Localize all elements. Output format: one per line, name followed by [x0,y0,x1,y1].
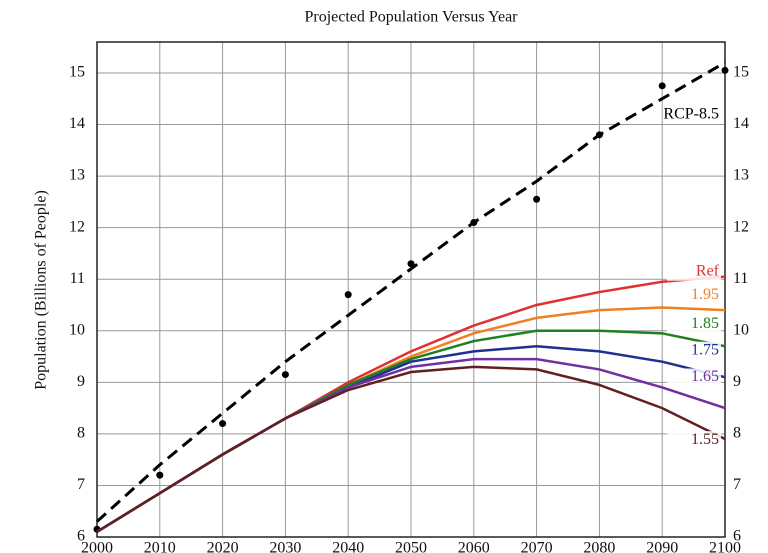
x-tick-label: 2090 [646,540,678,553]
y-tick-label-right: 7 [733,476,741,493]
series-line [95,61,726,523]
chart-title: Projected Population Versus Year [304,9,518,26]
series-label-bg [667,431,721,450]
x-tick-label: 2010 [144,540,176,553]
y-tick-label-right: 12 [733,218,749,235]
data-point [281,371,289,379]
x-tick-label: 2050 [395,540,427,553]
data-point [470,218,478,226]
y-tick-label: 12 [69,218,85,235]
series-label: 1.95 [691,286,719,303]
y-tick-label-right: 15 [733,64,749,81]
x-tick-label: 2100 [709,540,741,553]
y-tick-label: 10 [69,321,85,338]
y-axis-label: Population (Billions of People) [33,190,50,390]
y-tick-label: 15 [69,64,85,81]
x-tick-label: 2020 [207,540,239,553]
y-tick-label-right: 11 [733,270,748,287]
series-label-bg [667,315,721,334]
x-tick-label: 2080 [583,540,615,553]
data-point [344,291,352,299]
data-point [595,131,603,139]
series-label: 1.55 [691,431,719,448]
series-line [96,365,726,533]
y-tick-label-right: 14 [733,115,749,132]
data-point [658,82,666,90]
series-label: 1.75 [691,341,719,358]
y-tick-label-right: 6 [733,528,741,545]
y-tick-label-right: 9 [733,373,741,390]
x-tick-label: 2030 [269,540,301,553]
y-tick-label-right: 13 [733,167,749,184]
series-label: 1.65 [691,368,719,385]
series-label-bg [667,341,721,360]
x-tick-label: 2070 [521,540,553,553]
series-label: RCP-8.5 [663,105,719,122]
y-tick-label-right: 8 [733,425,741,442]
y-tick-label: 14 [69,115,85,132]
y-tick-label: 6 [77,528,85,545]
series-label-bg [667,105,721,124]
data-point [407,260,415,268]
y-tick-label: 11 [70,270,85,287]
series-label: Ref [696,262,720,279]
y-tick-label-right: 10 [733,321,749,338]
series-label-bg [667,368,721,387]
data-point [721,66,729,74]
series-label-bg [667,262,721,281]
y-tick-label: 7 [77,476,85,493]
plot-frame [96,41,726,538]
x-tick-label: 2000 [81,540,113,553]
y-tick-label: 13 [69,167,85,184]
series-label-bg [667,286,721,305]
data-point [219,420,227,428]
series-label: 1.85 [691,315,719,332]
data-point [156,471,164,479]
x-tick-label: 2040 [332,540,364,553]
data-point [533,195,541,203]
y-tick-label: 9 [77,373,85,390]
x-tick-label: 2060 [458,540,490,553]
y-tick-label: 8 [77,425,85,442]
